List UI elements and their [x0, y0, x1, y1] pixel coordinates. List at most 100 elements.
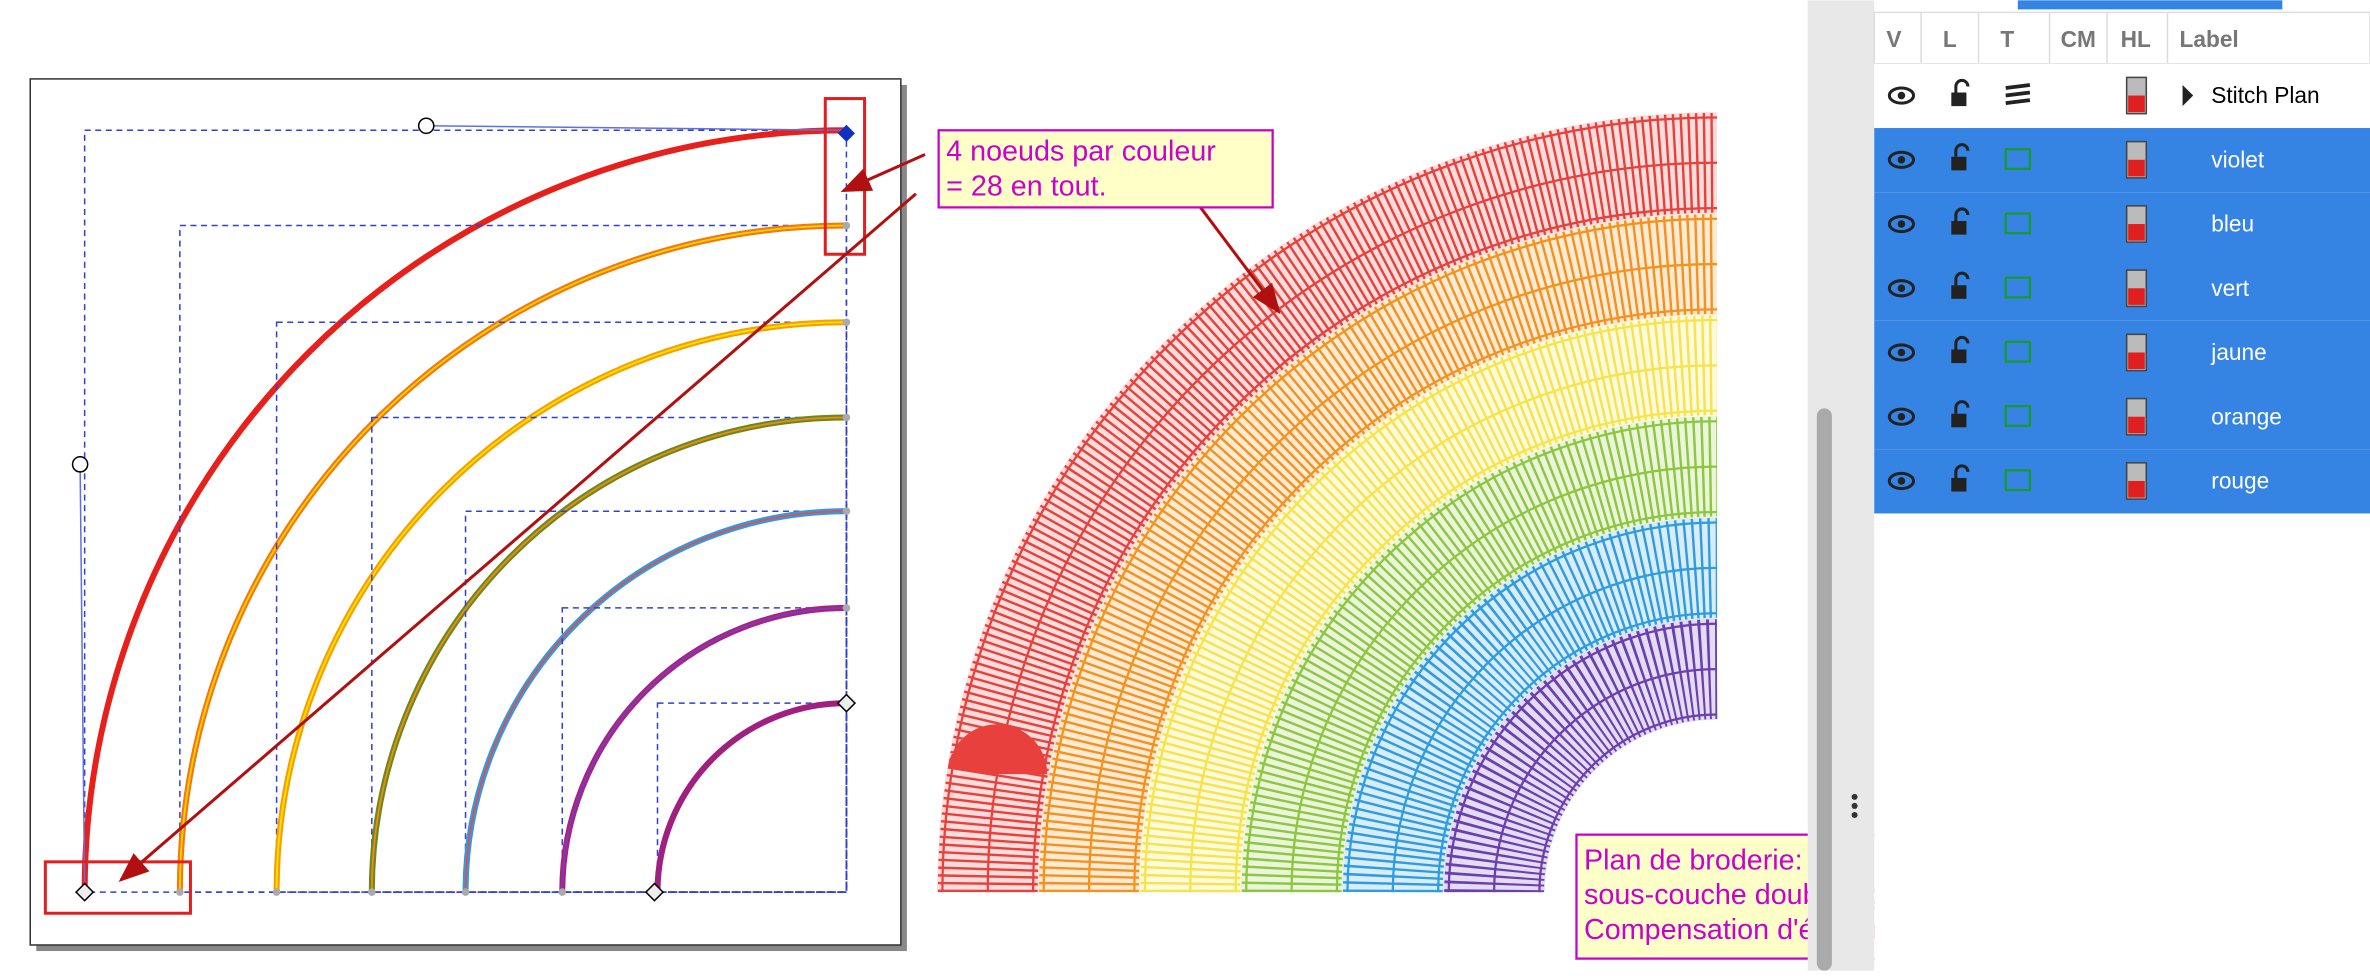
highlight-swatch-color — [2128, 352, 2145, 370]
type-icon — [2004, 469, 2032, 492]
type-icon — [2005, 98, 2031, 105]
visibility-icon[interactable] — [1887, 471, 1916, 491]
highlight-swatch-color — [2128, 480, 2145, 498]
node — [836, 693, 857, 713]
highlight-swatch-color — [2128, 95, 2145, 113]
layer-row[interactable] — [1874, 192, 2370, 257]
lock-icon[interactable] — [1951, 156, 1967, 171]
layer-label[interactable]: vert — [2211, 275, 2249, 301]
band-edge — [1335, 510, 1718, 893]
band-edge — [1391, 566, 1718, 893]
band-edge — [1538, 713, 1718, 893]
design-paths — [71, 117, 857, 902]
scrollbar[interactable] — [1816, 408, 1832, 971]
panel-header — [1873, 11, 2370, 65]
layer-label[interactable]: rouge — [2211, 468, 2269, 494]
lock-shackle — [1954, 78, 1970, 93]
layer-row[interactable] — [1874, 128, 2370, 193]
type-icon — [2004, 212, 2032, 235]
layer-label[interactable]: bleu — [2211, 211, 2254, 237]
column-header[interactable]: CM — [2061, 26, 2096, 52]
band-edge — [1290, 465, 1718, 893]
bounding-box — [275, 321, 848, 893]
band-edge — [1437, 612, 1718, 893]
band-edge — [1133, 308, 1718, 893]
band-edge — [1234, 409, 1718, 893]
lock-shackle — [1954, 271, 1970, 286]
band-edge — [941, 116, 1718, 893]
layer-label[interactable]: orange — [2211, 403, 2282, 429]
type-icon — [2005, 83, 2031, 90]
arrow — [840, 153, 926, 193]
column-header[interactable]: V — [1886, 26, 1901, 52]
visibility-icon[interactable] — [1887, 407, 1916, 426]
handle-line — [79, 464, 86, 893]
highlight-swatch-color — [2128, 288, 2145, 305]
layer-label[interactable]: violet — [2211, 146, 2265, 172]
column-header[interactable]: L — [1943, 26, 1957, 52]
lock-icon[interactable] — [1951, 349, 1967, 364]
layer-row[interactable] — [1874, 449, 2370, 514]
band-edge — [1031, 207, 1718, 893]
layer-row[interactable] — [1874, 384, 2370, 450]
band-edge — [1042, 217, 1718, 893]
lock-icon[interactable] — [1951, 285, 1967, 299]
node — [558, 888, 567, 896]
node — [461, 888, 470, 896]
band-edge — [986, 161, 1718, 893]
arc-center — [370, 416, 847, 893]
lock-icon[interactable] — [1951, 477, 1967, 492]
layers-table: V L T CM HL Label Stitch Plan violet bleu vert jau… — [1874, 12, 2370, 514]
visibility-icon[interactable] — [1887, 279, 1916, 298]
arc-center — [178, 224, 847, 893]
expander[interactable] — [2182, 84, 2194, 107]
highlight-box — [43, 860, 192, 915]
highlight-swatch-color — [2128, 224, 2145, 241]
visibility-icon[interactable] — [1887, 150, 1916, 169]
column-header[interactable]: Label — [2180, 26, 2239, 52]
visibility-pupil — [1897, 91, 1906, 100]
layer-row[interactable] — [1874, 320, 2370, 385]
column-header[interactable]: T — [2000, 26, 2014, 52]
bounding-box — [656, 702, 848, 893]
visibility-icon[interactable] — [1887, 214, 1916, 234]
handle — [417, 117, 435, 135]
node — [75, 882, 95, 902]
node — [842, 507, 851, 515]
arc-center — [275, 321, 847, 893]
visibility-pupil — [1897, 284, 1906, 293]
type-icon — [2004, 276, 2032, 299]
highlight-swatch-color — [2128, 416, 2145, 434]
lock-icon[interactable] — [1951, 92, 1967, 107]
visibility-icon[interactable] — [1887, 343, 1916, 362]
band-edge — [1245, 420, 1718, 893]
active-tab — [2017, 0, 2283, 10]
type-icon — [2005, 90, 2031, 98]
band-edge — [1492, 668, 1718, 893]
layer-row[interactable] — [1874, 256, 2370, 321]
lock-icon[interactable] — [1951, 413, 1967, 428]
lock-shackle — [1954, 207, 1970, 221]
column-header[interactable]: HL — [2121, 26, 2151, 52]
embroidery-preview — [937, 112, 1719, 894]
annotation-line: 4 noeuds par couleur — [946, 136, 1216, 168]
annotation-box — [937, 129, 1274, 209]
node — [176, 888, 184, 896]
layer-label[interactable]: jaune — [2210, 339, 2266, 365]
node — [842, 413, 851, 422]
handle — [71, 456, 89, 473]
band-edge — [1143, 318, 1718, 893]
visibility-pupil — [1897, 155, 1906, 164]
visibility-icon[interactable] — [1887, 86, 1916, 105]
arc-center — [464, 510, 847, 893]
annotation-line: = 28 en tout. — [946, 170, 1106, 202]
node — [272, 888, 281, 896]
visibility-pupil — [1897, 412, 1906, 421]
node — [644, 882, 665, 902]
node — [842, 221, 851, 230]
layer-label[interactable]: Stitch Plan — [2211, 82, 2319, 108]
lock-icon[interactable] — [1951, 220, 1967, 235]
lock-shackle — [1954, 335, 1970, 350]
visibility-pupil — [1897, 477, 1906, 485]
